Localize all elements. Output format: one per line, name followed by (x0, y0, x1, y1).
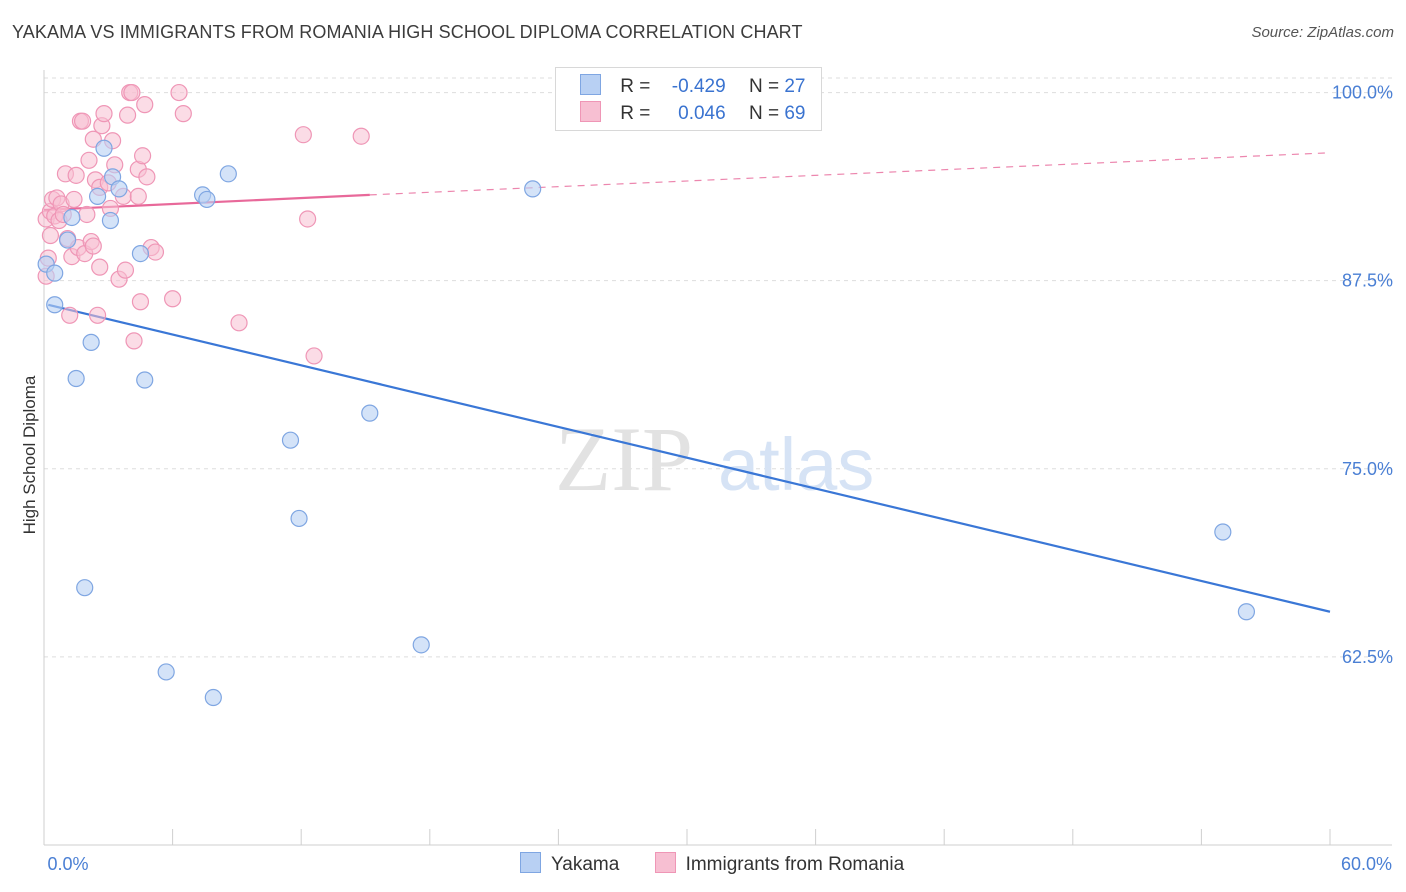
romania-point (118, 106, 137, 124)
yakama-point (67, 369, 85, 388)
romania-point (138, 168, 156, 186)
romania-point (91, 258, 109, 276)
series-romania-points (37, 83, 370, 365)
romania-point (84, 237, 102, 255)
yakama-point (412, 636, 430, 654)
romania-point (88, 306, 107, 324)
yakama-point (82, 333, 100, 351)
yakama-point (1214, 523, 1232, 541)
yakama-point (46, 296, 64, 314)
romania-point (294, 126, 312, 144)
yakama-point (281, 431, 300, 449)
romania-point (80, 151, 98, 169)
series-yakama-points (37, 139, 1256, 707)
r-value: -0.429 (671, 76, 726, 97)
romania-point (352, 127, 370, 145)
yakama-point (524, 180, 542, 198)
legend-item-romania[interactable]: Immigrants from Romania (654, 852, 905, 876)
romania-point (170, 83, 188, 102)
stats-legend: R = -0.429 N = 27 R = 0.046 N = 69 (555, 67, 822, 131)
romania-point (73, 112, 92, 130)
series-legend: Yakama Immigrants from Romania (520, 852, 934, 876)
x-tick-label: 60.0% (1341, 854, 1392, 874)
romania-point (305, 347, 323, 365)
yakama-point (46, 264, 64, 282)
tick-labels: 62.5% 75.0% 87.5% 100.0% 0.0% 60.0% (47, 83, 1393, 874)
yakama-point (204, 688, 222, 707)
y-tick-label: 62.5% (1342, 647, 1393, 667)
y-tick-label: 75.0% (1342, 459, 1393, 479)
watermark-atlas: atlas (718, 423, 874, 506)
x-tick-label: 0.0% (47, 854, 88, 874)
yakama-point (131, 244, 150, 263)
romania-swatch (580, 101, 601, 122)
yakama-point (361, 404, 379, 422)
legend-row-yakama: R = -0.429 N = 27 (580, 74, 805, 98)
romania-point (146, 243, 165, 261)
romania-point (131, 293, 150, 311)
romania-point (61, 306, 79, 324)
r-value: 0.046 (678, 103, 726, 124)
y-tick-label: 100.0% (1332, 83, 1393, 103)
yakama-point (219, 165, 237, 183)
legend-romania-label: Immigrants from Romania (685, 854, 905, 875)
yakama-point (63, 208, 81, 227)
watermark: ZIP atlas (555, 408, 874, 510)
romania-point (133, 147, 152, 165)
romania-point (95, 105, 113, 123)
yakama-point (1237, 603, 1256, 621)
watermark-zip: ZIP (555, 408, 693, 510)
yakama-point (198, 190, 216, 209)
yakama-point (136, 371, 154, 389)
romania-point (299, 210, 317, 228)
romania-point (67, 166, 85, 184)
romania-point (174, 105, 192, 123)
yakama-point (76, 579, 94, 597)
gridlines (44, 77, 1392, 658)
y-tick-label: 87.5% (1342, 271, 1393, 291)
romania-point (136, 96, 154, 114)
trend-line-romania-dashed (369, 152, 1331, 196)
yakama-point (110, 180, 128, 198)
chart-title: YAKAMA VS IMMIGRANTS FROM ROMANIA HIGH S… (12, 22, 803, 42)
trend-lines (43, 152, 1331, 613)
n-value: 27 (784, 76, 806, 97)
romania-point (78, 205, 96, 224)
romania-point (116, 261, 135, 279)
romania-point (123, 83, 141, 102)
romania-point (65, 190, 83, 209)
romania-swatch (654, 852, 676, 873)
yakama-point (88, 187, 107, 206)
n-value: 69 (784, 103, 806, 124)
romania-point (129, 187, 147, 206)
romania-point (230, 314, 248, 332)
r-label: R = (620, 76, 651, 97)
legend-row-romania: R = 0.046 N = 69 (580, 101, 805, 125)
yakama-point (101, 211, 120, 230)
romania-point (125, 332, 143, 350)
yakama-point (58, 231, 77, 249)
n-label: N = (748, 76, 780, 97)
yakama-point (290, 509, 308, 528)
romania-point (41, 226, 60, 245)
legend-item-yakama[interactable]: Yakama (520, 852, 619, 876)
y-axis-label: High School Diploma (20, 375, 39, 534)
yakama-swatch (520, 852, 541, 873)
romania-point (164, 290, 182, 308)
trend-line-yakama (48, 303, 1331, 613)
yakama-swatch (580, 74, 601, 95)
yakama-point (157, 663, 175, 681)
legend-yakama-label: Yakama (551, 854, 620, 875)
yakama-point (95, 139, 113, 157)
source-label: Source: ZipAtlas.com (1251, 24, 1394, 41)
n-label: N = (748, 103, 780, 124)
r-label: R = (620, 103, 651, 124)
